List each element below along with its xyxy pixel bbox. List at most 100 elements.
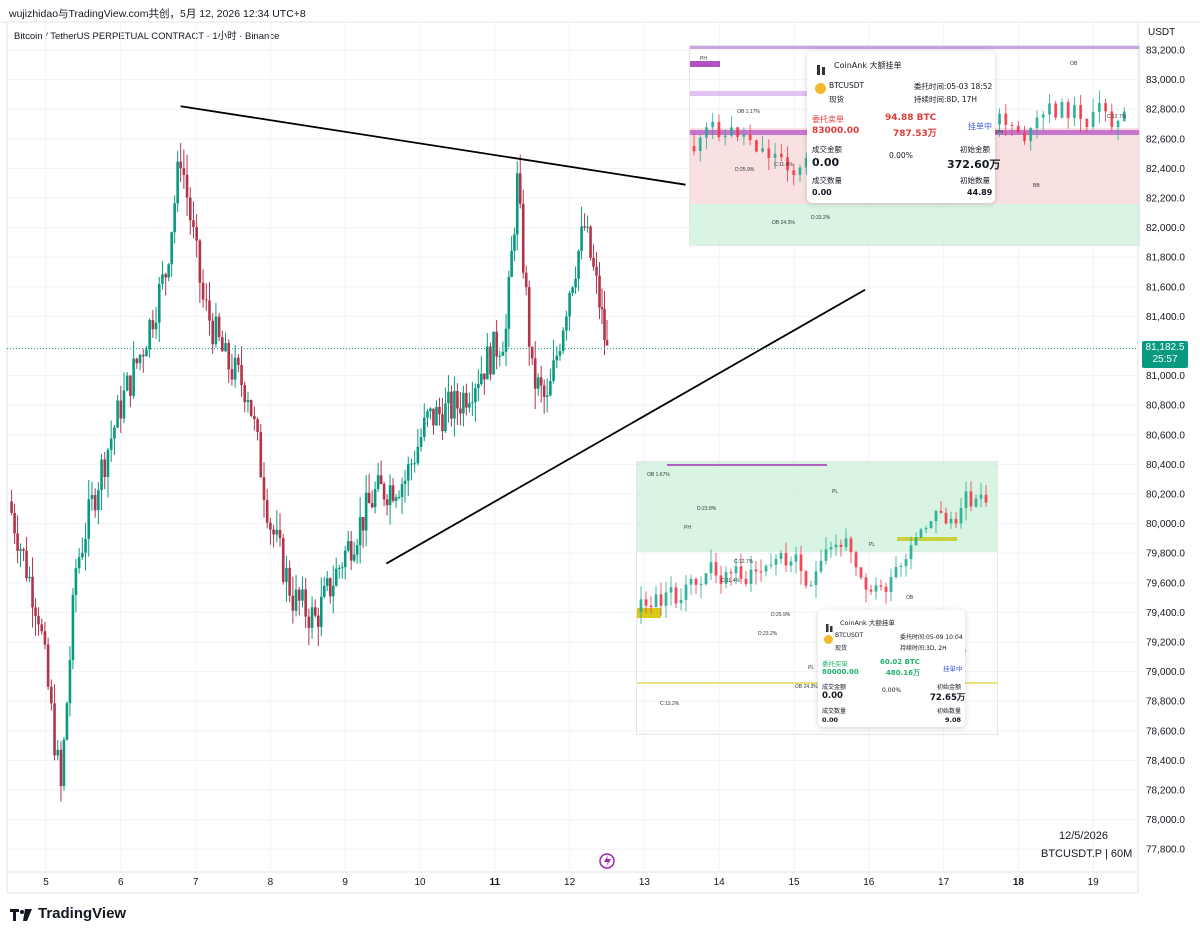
inset-candle bbox=[754, 139, 758, 153]
candle-body bbox=[31, 576, 34, 608]
inset-label: PH bbox=[684, 525, 691, 531]
bar-countdown: 25:57 bbox=[1152, 354, 1178, 365]
inset-body bbox=[979, 494, 983, 499]
card-side-2: 委托买单 bbox=[822, 660, 848, 668]
candle-body bbox=[447, 391, 450, 404]
inset-body bbox=[894, 566, 898, 578]
candle bbox=[507, 270, 511, 348]
inset-candle bbox=[819, 549, 823, 575]
inset-body bbox=[1079, 105, 1083, 119]
trendline[interactable] bbox=[180, 105, 686, 186]
candle-body bbox=[10, 501, 13, 513]
replay-icon[interactable] bbox=[599, 853, 615, 869]
inset-candle bbox=[669, 576, 673, 606]
candle bbox=[515, 161, 519, 251]
y-tick-label: 78,600.0 bbox=[1146, 726, 1185, 737]
candle-body bbox=[262, 477, 266, 500]
candle bbox=[71, 588, 75, 670]
candle bbox=[459, 392, 462, 426]
inset-body bbox=[899, 566, 903, 568]
candle-body bbox=[301, 589, 304, 601]
inset-candle bbox=[998, 108, 1001, 137]
tradingview-logo[interactable]: TradingView bbox=[10, 905, 126, 922]
inset-candle bbox=[748, 124, 752, 146]
candle-body bbox=[148, 320, 151, 350]
candle bbox=[600, 288, 604, 325]
candle bbox=[400, 477, 404, 514]
card-filled-label-2: 成交金额 bbox=[822, 684, 847, 691]
inset-body bbox=[1010, 124, 1014, 126]
candle bbox=[246, 391, 250, 413]
candle bbox=[167, 262, 170, 282]
inset-body bbox=[679, 599, 683, 604]
inset-body bbox=[919, 529, 923, 538]
symbol-title[interactable]: Bitcoin / TetherUS PERPETUAL CONTRACT · … bbox=[14, 31, 280, 42]
candle bbox=[233, 345, 237, 388]
inset-candle bbox=[684, 575, 688, 612]
x-tick-label: 8 bbox=[268, 877, 274, 888]
candle bbox=[524, 265, 528, 296]
candle bbox=[361, 516, 365, 548]
price-axis-bg[interactable] bbox=[1138, 22, 1200, 893]
inset-body bbox=[869, 589, 873, 592]
trendlines[interactable] bbox=[180, 105, 866, 565]
candle bbox=[297, 586, 301, 616]
candle-body bbox=[188, 197, 192, 221]
buy-order-card: CoinAnk 大额挂单 BTCUSDT 现货 委托时间:05-09 10:04… bbox=[818, 610, 965, 727]
candle bbox=[170, 231, 173, 277]
candle bbox=[40, 618, 44, 635]
card-price-2: 80000.00 bbox=[822, 668, 859, 676]
inset-candle bbox=[1116, 119, 1120, 141]
y-tick-label: 78,200.0 bbox=[1146, 786, 1185, 797]
inset-body bbox=[874, 585, 878, 592]
inset-label: D:23.2% bbox=[758, 631, 778, 637]
inset-body bbox=[879, 585, 883, 587]
inset-body bbox=[736, 127, 740, 137]
inset-body bbox=[789, 561, 793, 566]
candle-body bbox=[340, 567, 344, 569]
candles bbox=[10, 143, 609, 802]
candle bbox=[154, 306, 158, 339]
inset-body bbox=[739, 566, 743, 579]
candle-body bbox=[343, 550, 347, 568]
candle-body bbox=[322, 585, 326, 597]
candle-body bbox=[240, 365, 243, 386]
candle bbox=[307, 608, 311, 646]
candle-body bbox=[173, 203, 176, 233]
candle bbox=[10, 489, 13, 516]
y-tick-label: 82,000.0 bbox=[1146, 223, 1185, 234]
axis-unit[interactable]: USDT bbox=[1148, 27, 1176, 38]
candle bbox=[141, 348, 145, 373]
inset-body bbox=[1091, 111, 1095, 128]
candle-body bbox=[406, 464, 410, 481]
inset-body bbox=[924, 527, 928, 530]
inset-candle bbox=[694, 577, 698, 594]
inset-body bbox=[1104, 103, 1107, 112]
candle bbox=[385, 494, 389, 516]
inset-body bbox=[692, 146, 696, 152]
candle-body bbox=[545, 395, 549, 397]
inset-zone bbox=[690, 46, 1139, 49]
candle bbox=[87, 480, 91, 557]
inset-body bbox=[864, 577, 868, 590]
inset-label: OB 1.67% bbox=[647, 472, 670, 478]
candle bbox=[474, 383, 477, 422]
sell-order-card: CoinAnk 大额挂单 BTCUSDT 现货 委托时间:05-03 18:52… bbox=[807, 51, 1000, 203]
y-tick-label: 79,400.0 bbox=[1146, 608, 1185, 619]
candle-body bbox=[74, 568, 78, 595]
y-tick-label: 83,000.0 bbox=[1146, 75, 1185, 86]
candle bbox=[568, 290, 571, 331]
inset-body bbox=[759, 571, 763, 573]
inset-candle bbox=[879, 579, 883, 591]
inset-label: OB 24.3% bbox=[795, 684, 818, 690]
candle bbox=[397, 490, 401, 500]
candle bbox=[294, 574, 298, 617]
inset-body bbox=[1029, 128, 1033, 142]
candle-body bbox=[589, 226, 592, 258]
trendline[interactable] bbox=[385, 288, 866, 565]
date-stamp: 12/5/2026 bbox=[1059, 830, 1108, 842]
candle bbox=[561, 327, 565, 355]
watermark-text: wujizhidao与TradingView.com共创，5月 12, 2026… bbox=[9, 8, 306, 20]
candle bbox=[382, 481, 386, 507]
